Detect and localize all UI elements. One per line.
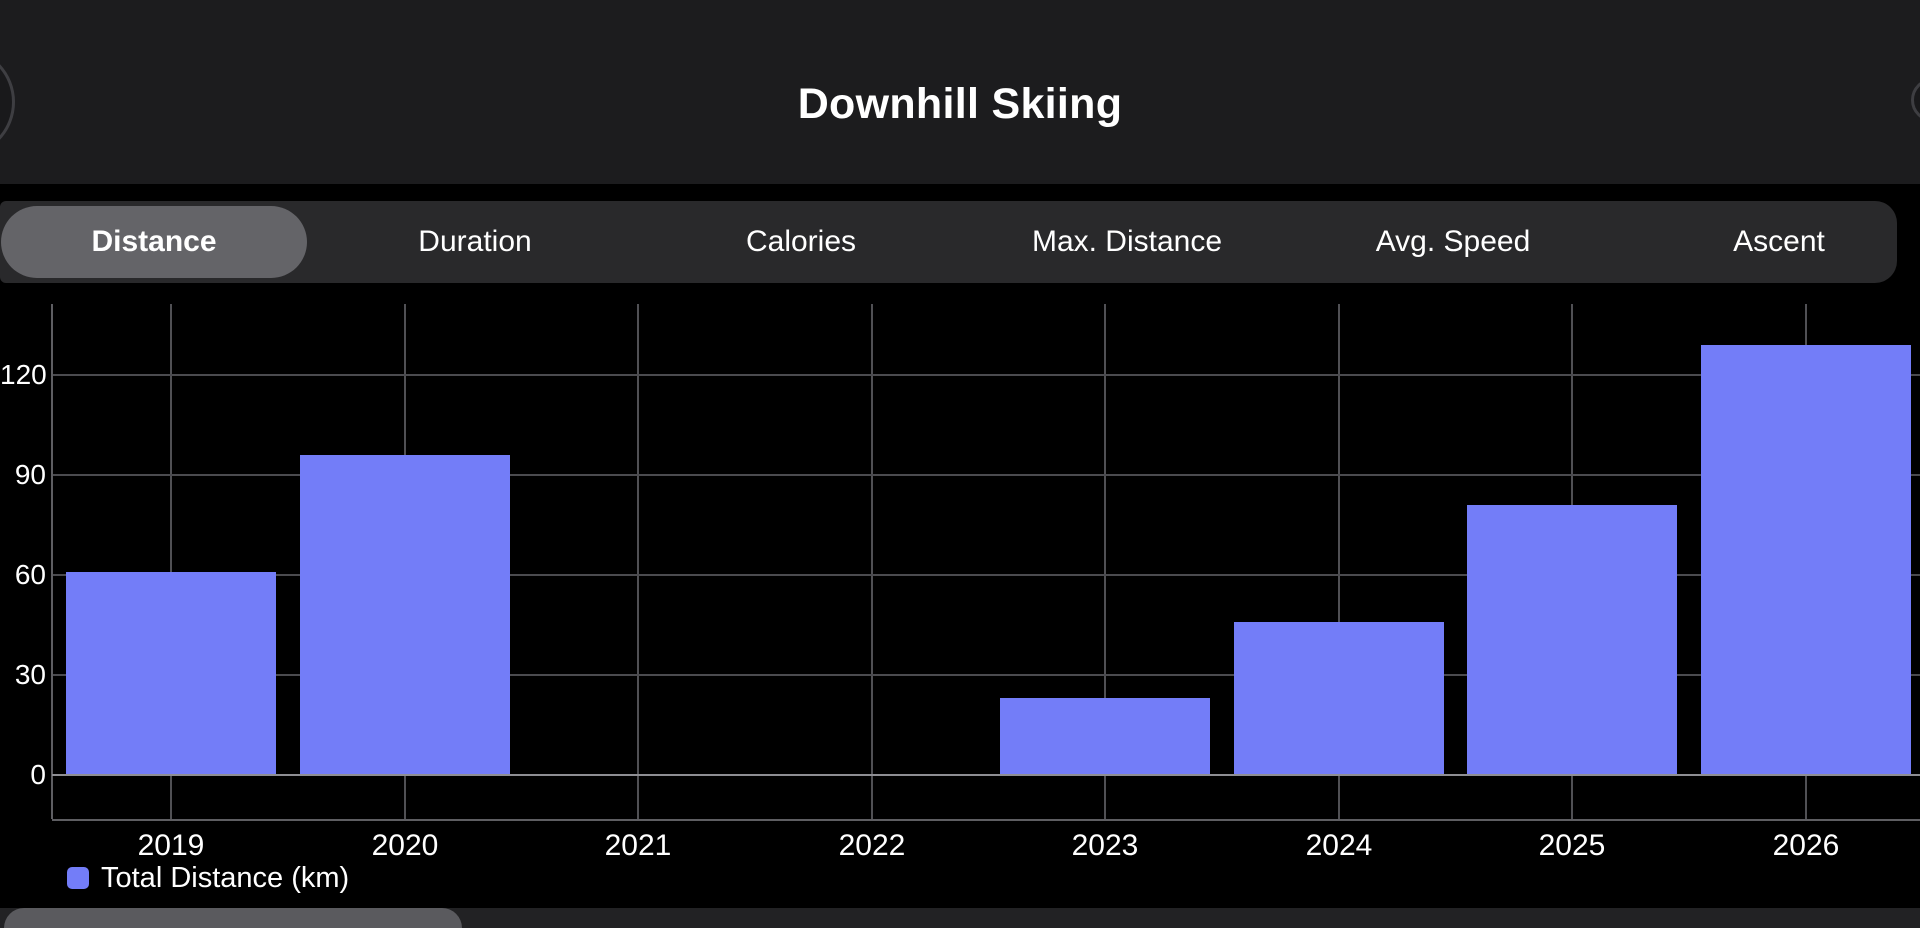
legend-swatch <box>67 867 89 889</box>
tab-distance-label: Distance <box>91 225 217 258</box>
x-tick-label: 2020 <box>371 829 439 862</box>
tab-avg-speed-label: Avg. Speed <box>1375 225 1531 258</box>
x-tick-label: 2025 <box>1538 829 1606 862</box>
gridline-vertical <box>1104 304 1106 819</box>
y-tick-label: 90 <box>14 459 46 490</box>
tab-avg-speed[interactable]: Avg. Speed <box>1303 206 1603 278</box>
x-tick-label: 2023 <box>1071 829 1139 862</box>
y-tick-label: 120 <box>0 359 47 390</box>
bar-2023[interactable] <box>1000 698 1210 775</box>
gridline-vertical <box>637 304 639 819</box>
gridline-vertical <box>871 304 873 819</box>
gridline-horizontal <box>52 574 1920 576</box>
x-tick-label: 2021 <box>604 829 672 862</box>
tab-duration-label: Duration <box>418 225 532 258</box>
tab-ascent[interactable]: Ascent <box>1629 206 1897 278</box>
x-tick-label: 2019 <box>137 829 205 862</box>
x-tick-label: 2026 <box>1772 829 1840 862</box>
y-tick-label: 30 <box>14 659 46 690</box>
bar-2026[interactable] <box>1701 345 1911 775</box>
x-tick-label: 2024 <box>1305 829 1373 862</box>
gridline-vertical <box>170 304 172 819</box>
gridline-horizontal <box>52 374 1920 376</box>
y-axis-line <box>51 304 53 819</box>
tab-distance[interactable]: Distance <box>1 206 307 278</box>
gridline-vertical <box>1338 304 1340 819</box>
tab-calories[interactable]: Calories <box>651 206 951 278</box>
tab-ascent-label: Ascent <box>1733 225 1825 258</box>
legend-label: Total Distance (km) <box>101 862 350 894</box>
tab-max-distance-label: Max. Distance <box>1031 225 1223 258</box>
bottom-partial-pill[interactable] <box>4 908 462 928</box>
gridline-horizontal <box>52 474 1920 476</box>
y-tick-label: 60 <box>14 559 46 590</box>
tab-max-distance[interactable]: Max. Distance <box>977 206 1277 278</box>
x-tick-label: 2022 <box>838 829 906 862</box>
gridline-horizontal <box>52 674 1920 676</box>
x-axis-frame-line <box>52 819 1920 821</box>
tab-calories-label: Calories <box>745 225 857 258</box>
bar-2025[interactable] <box>1467 505 1677 775</box>
tab-duration[interactable]: Duration <box>325 206 625 278</box>
bottom-section-partial <box>0 908 1920 928</box>
bar-2020[interactable] <box>300 455 510 775</box>
bar-2019[interactable] <box>66 572 276 775</box>
bar-2024[interactable] <box>1234 622 1444 775</box>
header: Downhill Skiing <box>0 0 1920 184</box>
page-title: Downhill Skiing <box>797 80 1123 128</box>
metric-tab-bar: Distance Duration Calories Max. Distance… <box>0 201 1897 283</box>
y-tick-label: 0 <box>30 759 46 790</box>
zero-baseline <box>52 774 1920 776</box>
